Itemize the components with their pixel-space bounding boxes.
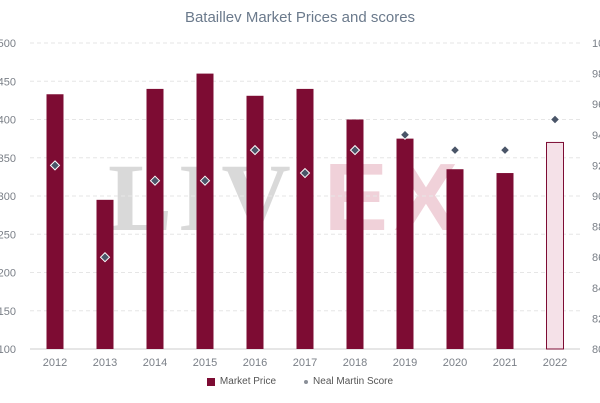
y-right-tick-label: 88 xyxy=(592,222,600,234)
marker-score xyxy=(449,144,461,156)
y-left-tick-label: 500 xyxy=(0,38,16,50)
marker-score xyxy=(399,129,411,141)
bar-market-price xyxy=(446,169,464,349)
bar-market-price xyxy=(46,94,64,349)
bar-market-price xyxy=(96,199,114,349)
y-right-tick-label: 84 xyxy=(592,283,600,295)
y-left-tick-label: 400 xyxy=(0,115,16,127)
x-tick-label: 2021 xyxy=(493,357,517,369)
y-right-tick-label: 86 xyxy=(592,252,600,264)
marker-score xyxy=(349,144,361,156)
bar-market-price xyxy=(396,138,414,349)
bar-market-price xyxy=(146,88,164,350)
bar-market-price xyxy=(496,173,514,349)
x-tick-label: 2016 xyxy=(243,357,267,369)
marker-score xyxy=(299,167,311,179)
chart-title: Bataillev Market Prices and scores xyxy=(184,9,416,26)
marker-score xyxy=(49,160,61,171)
legend-swatch-score xyxy=(304,379,309,384)
y-right-tick-label: 90 xyxy=(592,191,600,203)
y-right-tick-label: 96 xyxy=(592,99,600,111)
marker-score xyxy=(499,144,511,156)
x-tick-label: 2017 xyxy=(293,357,317,369)
x-tick-label: 2019 xyxy=(393,357,417,369)
legend-swatch-market-price xyxy=(206,377,215,386)
y-right-tick-label: 100 xyxy=(592,38,600,50)
y-left-tick-label: 350 xyxy=(0,153,16,165)
x-tick-label: 2022 xyxy=(543,357,567,369)
y-left-tick-label: 450 xyxy=(0,76,16,88)
marker-score xyxy=(149,175,161,186)
y-left-tick-label: 250 xyxy=(0,229,16,241)
y-left-tick-label: 200 xyxy=(0,268,16,280)
y-right-tick-label: 94 xyxy=(592,130,600,142)
marker-score xyxy=(99,251,111,263)
bar-market-price xyxy=(246,95,264,349)
bar-market-price xyxy=(346,119,364,349)
bar-market-price xyxy=(546,141,564,350)
legend-item-score[interactable]: Neal Martin Score xyxy=(304,376,393,387)
legend-label-score: Neal Martin Score xyxy=(313,376,394,387)
x-tick-label: 2015 xyxy=(193,357,217,369)
y-left-tick-label: 150 xyxy=(0,306,16,318)
bar-market-price xyxy=(196,73,214,349)
y-left-tick-label: 300 xyxy=(0,191,16,203)
x-tick-label: 2014 xyxy=(143,357,167,369)
watermark-part2: EX xyxy=(323,144,464,251)
y-right-tick-label: 80 xyxy=(592,344,600,356)
y-right-tick-label: 92 xyxy=(592,160,600,172)
legend: Market Price Neal Martin Score xyxy=(0,376,600,387)
y-right-tick-label: 82 xyxy=(592,313,600,325)
y-left-tick-label: 100 xyxy=(0,344,16,356)
bar-market-price xyxy=(296,88,314,350)
x-tick-label: 2013 xyxy=(93,357,117,369)
y-right-tick-label: 98 xyxy=(592,69,600,81)
legend-item-market-price[interactable]: Market Price xyxy=(206,376,277,387)
x-tick-label: 2020 xyxy=(443,357,467,369)
marker-score xyxy=(549,114,561,125)
legend-label-market-price: Market Price xyxy=(219,376,277,387)
x-tick-label: 2018 xyxy=(343,357,367,369)
marker-score xyxy=(249,144,261,156)
x-tick-label: 2012 xyxy=(43,357,67,369)
marker-score xyxy=(199,175,211,186)
